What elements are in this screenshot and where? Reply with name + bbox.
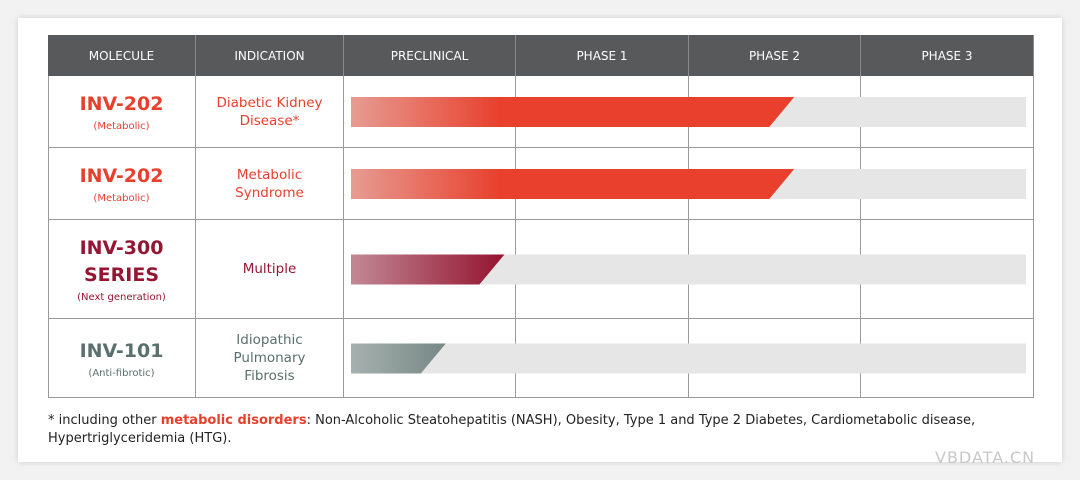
molecule-note: (Anti-fibrotic): [88, 367, 155, 379]
phase-cell: [861, 220, 1034, 319]
indication: Diabetic Kidney Disease*: [216, 94, 323, 129]
phase-cell: [861, 148, 1034, 220]
indication: Multiple: [242, 261, 297, 277]
molecule-cell: INV-101 (Anti-fibrotic): [48, 319, 196, 398]
indication-cell: Idiopathic Pulmonary Fibrosis: [196, 319, 344, 398]
header-cell: MOLECULE: [48, 35, 196, 76]
header-cell: INDICATION: [196, 35, 344, 76]
molecule-note: (Metabolic): [93, 193, 150, 204]
header-label: PRECLINICAL: [390, 48, 469, 63]
molecule-name: INV-101: [79, 339, 164, 362]
footnote: * including other metabolic disorders: N…: [48, 412, 1038, 448]
progress-fill: [351, 254, 505, 285]
header-cell: PRECLINICAL: [344, 35, 516, 76]
molecule-name: INV-202: [79, 93, 164, 115]
molecule-cell: INV-300 SERIES (Next generation): [48, 220, 196, 319]
phase-cell: [861, 319, 1034, 398]
progress-bar: [351, 97, 1026, 127]
progress-fill: [351, 169, 795, 199]
molecule-note: (Metabolic): [93, 121, 150, 132]
header-cell: PHASE 3: [861, 35, 1034, 76]
molecule-cell: INV-202 (Metabolic): [48, 148, 196, 220]
molecule-name: INV-202: [79, 165, 164, 187]
progress-bar: [351, 169, 1026, 199]
indication: Idiopathic Pulmonary Fibrosis: [233, 332, 306, 384]
indication-cell: Multiple: [196, 220, 344, 319]
header-cell: PHASE 1: [516, 35, 689, 76]
progress-bar: [351, 343, 1026, 374]
table-border: [48, 35, 1034, 398]
footnote-text: * including other: [48, 413, 161, 428]
indication-cell: Diabetic Kidney Disease*: [196, 76, 344, 148]
molecule-note: (Next generation): [77, 292, 166, 303]
footnote-highlight: metabolic disorders: [160, 413, 307, 428]
indication: Metabolic Syndrome: [235, 166, 304, 201]
header-label: PHASE 2: [748, 48, 801, 63]
indication-cell: Metabolic Syndrome: [196, 148, 344, 220]
progress-bar: [351, 254, 1026, 285]
progress-fill: [351, 343, 446, 374]
molecule-name: INV-300 SERIES: [79, 237, 164, 286]
header-label: PHASE 1: [576, 48, 628, 63]
header-label: PHASE 3: [921, 48, 973, 63]
phase-cell: [861, 76, 1034, 148]
header-label: INDICATION: [234, 48, 305, 63]
card: [18, 18, 1062, 462]
watermark: VBDATA.CN: [935, 448, 1036, 467]
footnote-text: : Non-Alcoholic Steatohepatitis (NASH), …: [48, 413, 976, 446]
header-cell: PHASE 2: [689, 35, 861, 76]
molecule-cell: INV-202 (Metabolic): [48, 76, 196, 148]
progress-fill: [351, 97, 795, 127]
header-label: MOLECULE: [88, 48, 155, 63]
progress-track: [351, 343, 1026, 374]
